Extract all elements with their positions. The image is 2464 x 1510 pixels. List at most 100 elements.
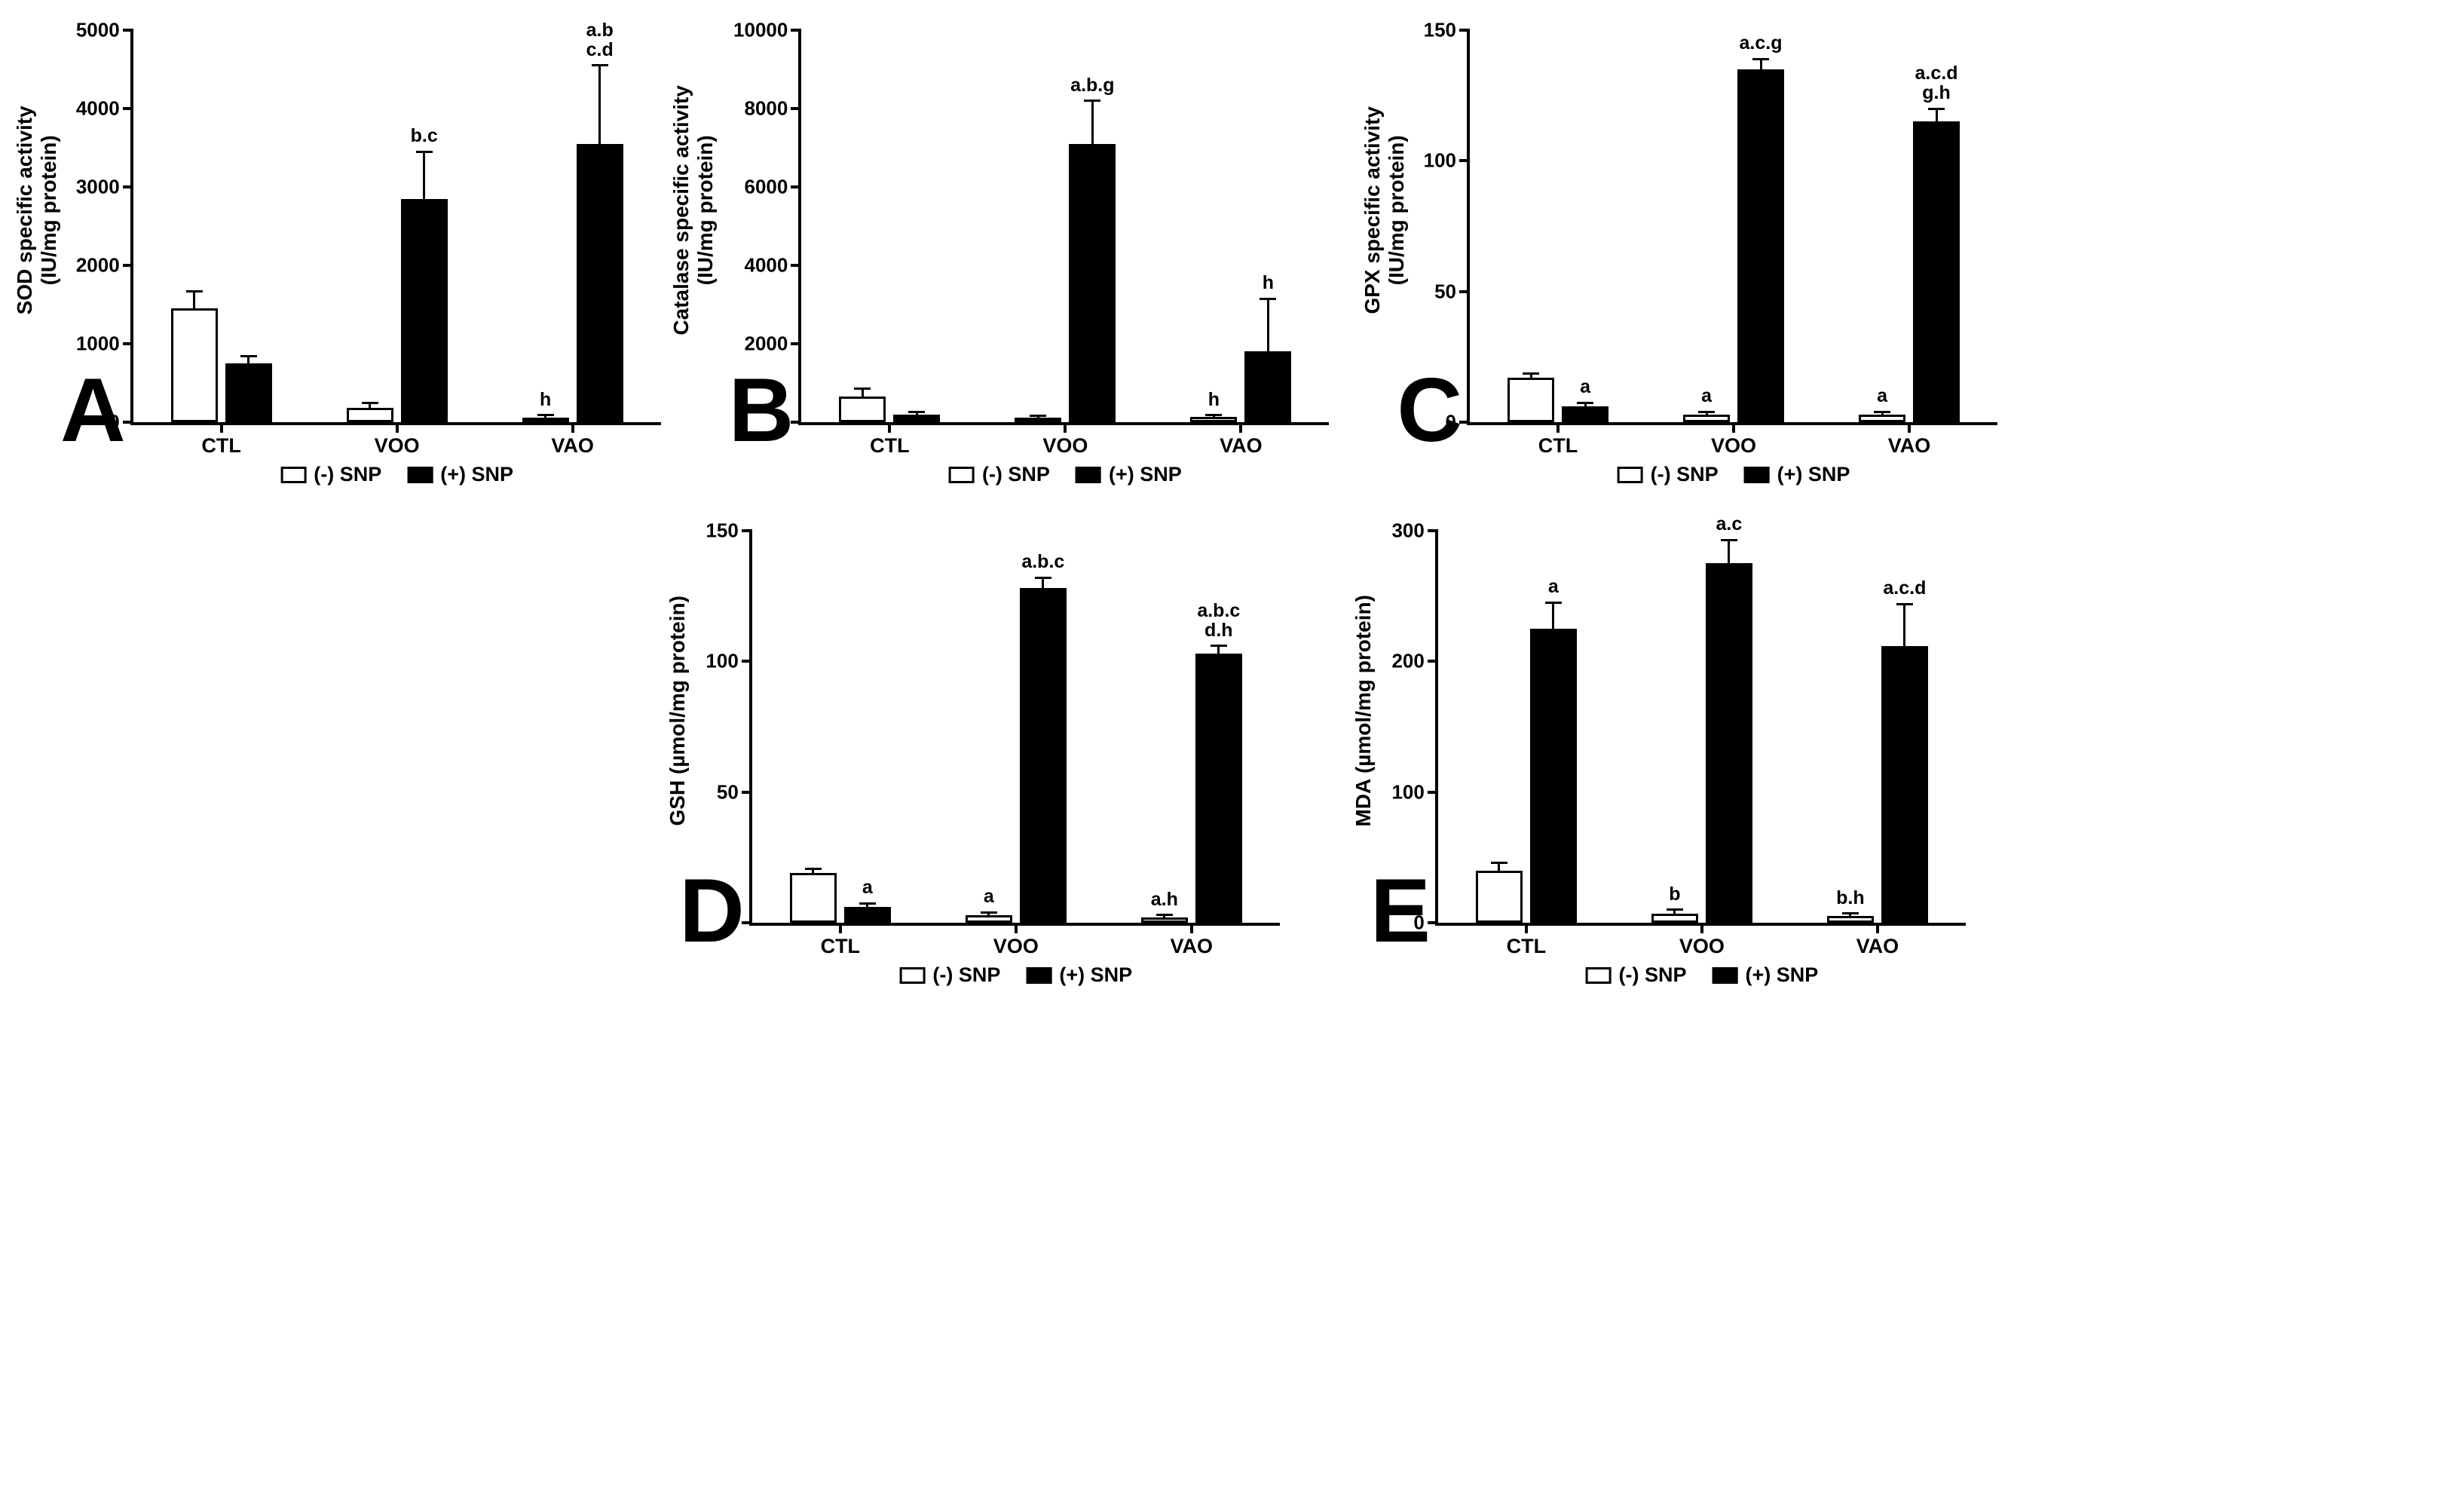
legend: (-) SNP (+) SNP (1585, 963, 1818, 987)
bar-annotation: b.c (411, 126, 438, 145)
y-tick (1459, 421, 1470, 424)
panel-B-wrap: B 0200040006000800010000Catalase specifi… (729, 30, 1330, 425)
x-tick (1015, 923, 1018, 933)
x-category-label: VOO (993, 935, 1039, 958)
legend-item: (-) SNP (949, 463, 1050, 486)
error-bar (1267, 299, 1269, 351)
error-cap (1030, 415, 1046, 417)
y-axis-title: SOD specific activity (IU/mg protein) (13, 30, 61, 391)
x-category-label: VAO (551, 434, 594, 458)
x-category-label: VOO (1679, 935, 1725, 958)
bar (522, 418, 569, 422)
bar (1737, 69, 1784, 422)
x-tick (1876, 923, 1879, 933)
y-axis-title: GPX specific activity (IU/mg protein) (1361, 30, 1409, 391)
legend-swatch (1618, 467, 1643, 483)
bar-annotation: a.c (1716, 514, 1742, 534)
legend-item: (-) SNP (1618, 463, 1719, 486)
error-cap (1523, 372, 1539, 375)
error-bar (862, 389, 864, 397)
y-tick (1459, 290, 1470, 293)
error-cap (1842, 912, 1859, 914)
legend-label: (+) SNP (1777, 463, 1850, 486)
bar-annotation: b (1669, 884, 1680, 904)
legend-swatch (407, 467, 433, 483)
legend-swatch (949, 467, 975, 483)
y-tick-label: 50 (1434, 280, 1456, 303)
x-tick (1908, 422, 1911, 433)
y-tick-label: 10000 (733, 19, 788, 42)
panel-D-wrap: D 050100150GSH (µmol/mg protein)CTLaVOOa… (679, 531, 1280, 926)
row-bottom: D 050100150GSH (µmol/mg protein)CTLaVOOa… (211, 531, 2434, 926)
legend-label: (+) SNP (1745, 963, 1818, 987)
error-cap (1035, 577, 1051, 579)
legend-swatch (280, 467, 306, 483)
error-cap (805, 868, 822, 870)
y-tick (791, 185, 801, 188)
error-bar (423, 152, 425, 198)
y-tick-label: 0 (727, 911, 738, 935)
bar-annotation: a.b.g (1070, 75, 1114, 95)
legend-swatch (1026, 967, 1051, 984)
y-tick-label: 0 (777, 411, 788, 434)
error-cap (537, 414, 554, 416)
y-tick (123, 185, 133, 188)
panel-A-wrap: A 010002000300040005000SOD specific acti… (60, 30, 661, 425)
error-cap (240, 355, 257, 357)
plot-area: 050100150GSH (µmol/mg protein)CTLaVOOaa.… (749, 531, 1280, 926)
bar (1913, 121, 1960, 422)
bar-annotation: a (1877, 386, 1887, 406)
x-category-label: CTL (821, 935, 860, 958)
bar (1507, 378, 1554, 422)
legend-swatch (1585, 967, 1611, 984)
x-tick (1064, 422, 1067, 433)
x-category-label: VAO (1220, 434, 1263, 458)
bar (966, 915, 1012, 923)
bar (225, 363, 272, 422)
error-bar (1728, 540, 1730, 563)
error-cap (1205, 414, 1222, 416)
legend-item: (-) SNP (1585, 963, 1686, 987)
error-cap (186, 290, 203, 293)
y-tick-label: 0 (1413, 911, 1424, 935)
x-tick (1239, 422, 1242, 433)
legend-swatch (1076, 467, 1101, 483)
bar-annotation: a.h (1151, 890, 1178, 909)
row-top: A 010002000300040005000SOD specific acti… (60, 30, 2434, 425)
x-tick (220, 422, 223, 433)
error-cap (1491, 862, 1507, 864)
bar (1020, 588, 1067, 923)
error-cap (1156, 914, 1173, 916)
legend: (-) SNP(+) SNP (899, 963, 1132, 987)
error-cap (981, 911, 997, 914)
plot-area: 0200040006000800010000Catalase specific … (798, 30, 1329, 425)
legend-label: (-) SNP (314, 463, 381, 486)
bar (1881, 646, 1928, 923)
error-bar (1498, 862, 1500, 870)
panel-E-wrap: E 0100200300MDA (µmol/mg protein)CTLaVOO… (1370, 531, 1966, 926)
y-tick (1459, 29, 1470, 32)
legend-label: (+) SNP (440, 463, 513, 486)
error-bar (1552, 602, 1554, 629)
y-axis-title: GSH (µmol/mg protein) (666, 531, 690, 891)
x-category-label: VAO (1888, 434, 1931, 458)
error-cap (1874, 411, 1890, 413)
legend-label: (-) SNP (932, 963, 1000, 987)
legend-label: (+) SNP (1109, 463, 1182, 486)
error-cap (1577, 402, 1593, 404)
y-tick (742, 529, 752, 532)
error-cap (854, 387, 871, 390)
error-cap (592, 64, 608, 66)
x-tick (839, 923, 842, 933)
y-tick (123, 107, 133, 110)
y-tick-label: 2000 (745, 332, 788, 356)
y-tick-label: 4000 (76, 97, 120, 121)
y-tick (791, 421, 801, 424)
bar (1244, 351, 1291, 422)
error-bar (1760, 59, 1762, 69)
error-cap (1698, 411, 1715, 413)
x-tick (1732, 422, 1735, 433)
bar (1530, 629, 1577, 923)
y-tick (123, 264, 133, 267)
legend-label: (-) SNP (982, 463, 1050, 486)
